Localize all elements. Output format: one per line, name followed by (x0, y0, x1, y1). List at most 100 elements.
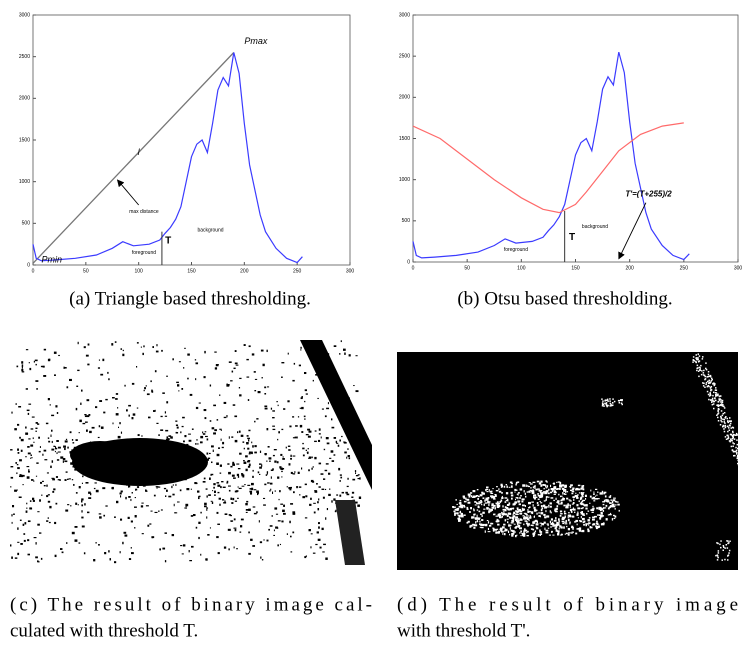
speck (145, 489, 146, 491)
speck (216, 364, 219, 366)
speck (482, 524, 485, 526)
speck (532, 525, 534, 527)
speck (315, 544, 317, 545)
speck (546, 515, 549, 517)
speck (16, 403, 17, 405)
speck (212, 502, 213, 504)
speck (511, 535, 513, 537)
speck (488, 502, 490, 503)
speck (248, 553, 251, 555)
speck (40, 482, 42, 484)
speck (272, 492, 273, 494)
speck (521, 501, 523, 503)
speck (177, 384, 179, 386)
speck (728, 552, 730, 554)
speck (117, 407, 118, 408)
speck (247, 438, 250, 439)
speck (224, 501, 226, 502)
speck (331, 500, 332, 502)
speck (83, 423, 86, 424)
speck (115, 398, 118, 400)
speck (733, 443, 735, 445)
speck (27, 539, 29, 541)
speck (609, 502, 612, 504)
speck (135, 497, 136, 498)
speck (523, 515, 525, 516)
speck (581, 497, 583, 498)
speck (529, 506, 530, 508)
speck (177, 502, 180, 503)
speck (252, 445, 254, 447)
speck (156, 351, 159, 353)
speck (537, 521, 538, 523)
speck (744, 461, 746, 463)
speck (67, 386, 69, 388)
speck (592, 512, 594, 513)
speck (495, 531, 497, 533)
speck (697, 359, 699, 361)
speck (248, 532, 250, 534)
speck (475, 504, 477, 505)
speck (581, 501, 582, 503)
speck (273, 535, 275, 536)
speck (244, 484, 246, 485)
speck (603, 515, 605, 516)
speck (192, 429, 194, 430)
speck (37, 524, 40, 526)
speck (490, 523, 493, 525)
speck (41, 366, 43, 367)
speck (498, 531, 500, 532)
speck (720, 399, 722, 401)
speck (610, 403, 612, 405)
speck (506, 507, 508, 509)
speck (276, 514, 278, 515)
speck (318, 522, 320, 524)
speck (730, 423, 732, 425)
speck (31, 428, 34, 429)
speck (239, 394, 241, 396)
speck (191, 546, 194, 548)
speck (504, 486, 505, 488)
speck (246, 469, 248, 471)
speck (100, 374, 103, 376)
speck (179, 361, 181, 362)
speck (191, 515, 193, 517)
speck (235, 440, 238, 442)
speck (20, 475, 23, 477)
speck (731, 427, 733, 429)
speck (520, 488, 523, 490)
speck (259, 474, 260, 475)
annotation: l (138, 147, 141, 157)
speck (235, 529, 237, 531)
speck (491, 504, 492, 505)
speck (728, 422, 730, 424)
speck (356, 355, 358, 356)
speck (554, 494, 556, 495)
speck (200, 436, 203, 438)
speck (507, 486, 508, 488)
speck (13, 514, 15, 515)
speck (309, 529, 311, 531)
speck (718, 406, 720, 408)
speck (216, 536, 218, 538)
speck (110, 558, 112, 560)
speck (568, 512, 569, 513)
speck (48, 501, 50, 503)
speck (522, 534, 523, 536)
speck (555, 527, 557, 529)
speck (223, 502, 226, 504)
speck (602, 491, 603, 493)
speck (72, 439, 73, 441)
speck (287, 400, 289, 402)
speck (12, 522, 13, 524)
speck (714, 383, 716, 385)
speck (546, 490, 549, 492)
speck (532, 493, 534, 494)
speck (23, 533, 25, 535)
speck (619, 510, 620, 512)
speck (17, 527, 18, 529)
speck (111, 343, 113, 345)
speck (614, 401, 616, 403)
speck (546, 530, 547, 531)
speck (578, 489, 580, 491)
